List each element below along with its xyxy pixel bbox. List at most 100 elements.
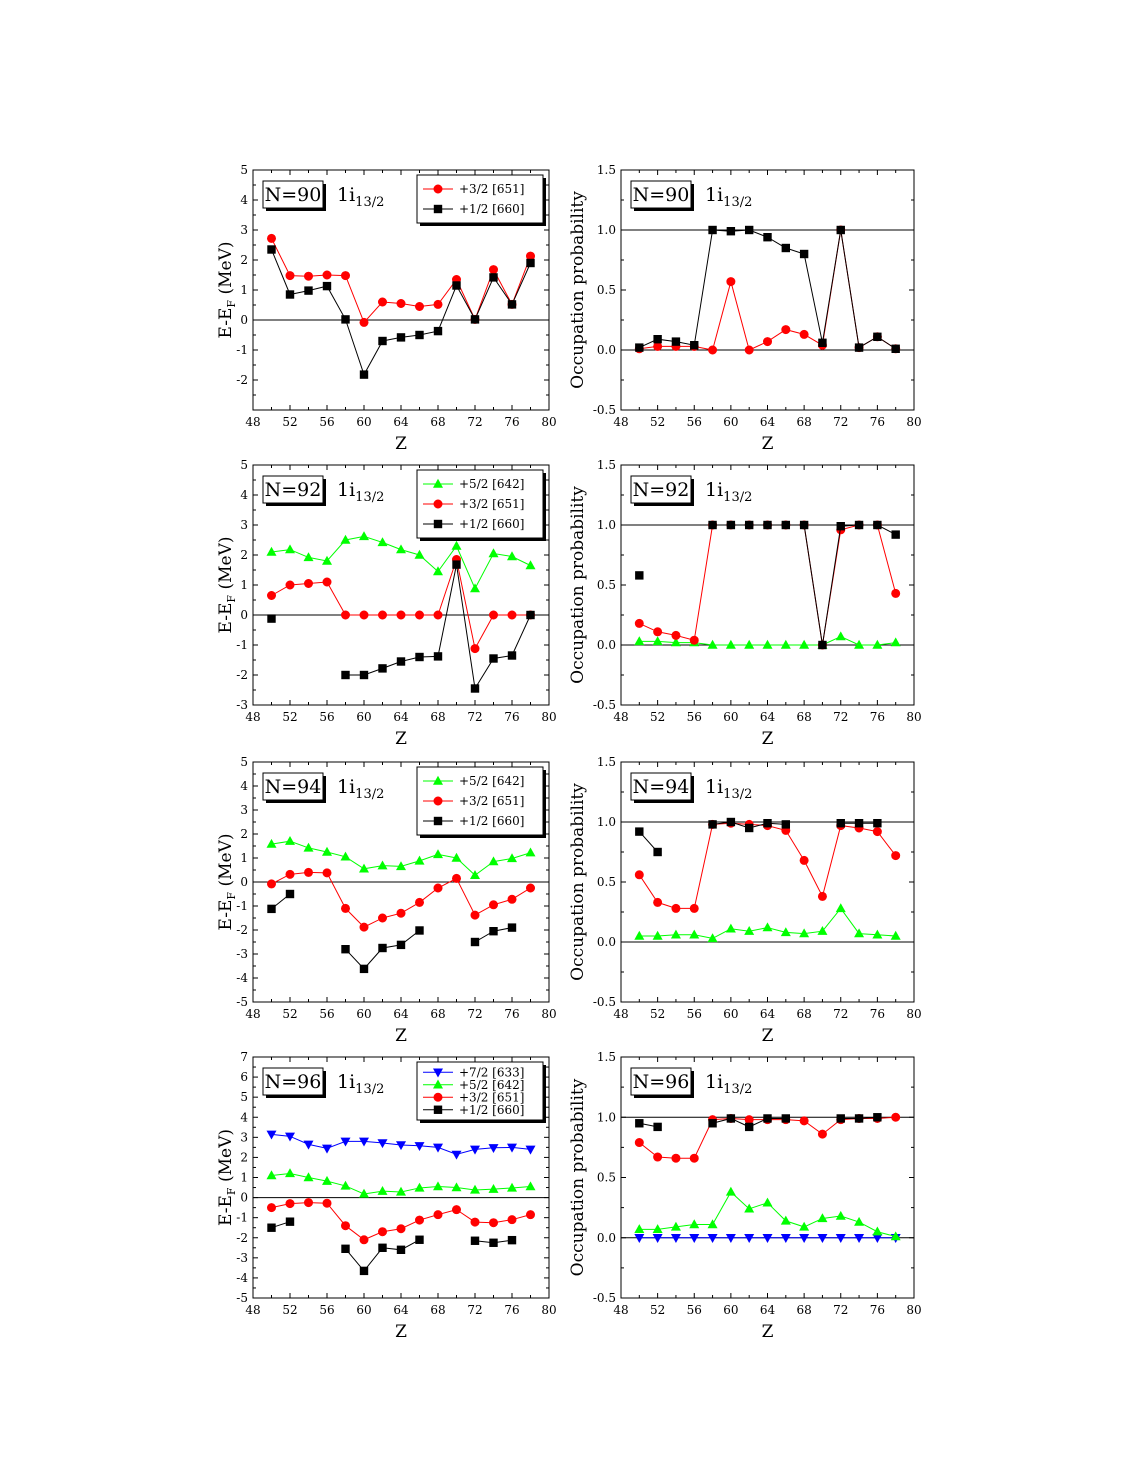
y-tick-label: 5 [240, 1090, 248, 1104]
data-point [359, 670, 369, 680]
data-point [359, 863, 369, 873]
data-point [671, 337, 681, 346]
x-tick-label: 52 [282, 710, 297, 724]
legend-marker [433, 499, 443, 509]
y-tick-label: 5 [240, 163, 248, 177]
data-point [378, 336, 387, 346]
data-point [340, 271, 350, 281]
data-point [726, 277, 736, 287]
data-point [781, 1114, 791, 1123]
x-tick-label: 68 [430, 1303, 445, 1317]
data-point [744, 823, 754, 833]
data-point [285, 1168, 295, 1178]
x-tick-label: 52 [282, 1007, 297, 1021]
x-axis-label: Z [395, 434, 407, 454]
y-tick-label: -5 [236, 1291, 248, 1305]
y-tick-label: 3 [240, 518, 248, 532]
legend-label: +3/2 [651] [459, 794, 524, 808]
legend-entry: +5/2 [642] [423, 774, 524, 788]
x-tick-label: 64 [393, 710, 409, 724]
data-point [526, 610, 535, 620]
data-point [780, 639, 791, 649]
data-point [763, 520, 772, 530]
data-point [891, 344, 900, 353]
data-point [726, 1114, 736, 1123]
data-point [799, 928, 810, 938]
data-point [266, 590, 276, 600]
y-axis-label: Occupation probability [568, 1078, 588, 1276]
data-point [689, 1234, 700, 1243]
x-tick-label: 48 [245, 710, 260, 724]
x-tick-label: 64 [760, 1303, 776, 1317]
data-point [671, 630, 681, 640]
data-point [341, 1244, 350, 1253]
data-point [303, 1140, 314, 1150]
data-point [396, 940, 406, 950]
data-point [267, 614, 276, 623]
data-point [322, 270, 332, 280]
data-point [817, 1234, 828, 1243]
x-tick-label: 68 [430, 415, 445, 429]
legend-marker [433, 775, 443, 785]
x-tick-label: 76 [870, 1303, 885, 1317]
y-tick-label: -4 [236, 971, 248, 985]
series-line [639, 524, 897, 646]
legend-label: +5/2 [642] [459, 774, 524, 788]
data-point [653, 897, 663, 907]
data-point [725, 1186, 736, 1196]
data-point [507, 551, 517, 561]
data-point [744, 639, 755, 649]
data-point [340, 1180, 351, 1190]
x-tick-label: 56 [319, 1303, 334, 1317]
data-point [744, 926, 755, 935]
y-tick-label: 2 [240, 827, 248, 841]
data-point [891, 851, 901, 861]
data-point [489, 1238, 498, 1247]
y-tick-label: 1.0 [597, 815, 616, 829]
legend-box [416, 174, 544, 224]
data-point [340, 534, 351, 544]
y-axis-label: E-EF (MeV) [216, 1129, 238, 1226]
data-point [836, 225, 845, 235]
data-point [433, 566, 443, 576]
series--5-2-642- [266, 1168, 536, 1198]
data-point [303, 1198, 313, 1208]
data-point [285, 271, 295, 281]
data-point [708, 1119, 717, 1128]
data-point [873, 819, 882, 828]
x-axis-label: Z [395, 729, 407, 749]
x-tick-label: 48 [245, 1303, 260, 1317]
y-tick-label: 7 [240, 1050, 248, 1064]
data-point [359, 317, 369, 327]
panel-label-box [262, 1067, 324, 1096]
x-tick-label: 48 [613, 710, 628, 724]
data-point [726, 817, 736, 827]
series--1-2-660- [267, 1217, 517, 1276]
data-point [507, 610, 517, 620]
y-tick-label: -2 [236, 373, 248, 387]
series--1-2-660- [635, 1113, 882, 1132]
data-point [451, 1205, 461, 1215]
data-point [266, 1130, 277, 1140]
data-point [818, 640, 827, 650]
x-tick-label: 56 [687, 710, 702, 724]
data-point [488, 856, 499, 866]
data-point [341, 315, 350, 324]
data-point [670, 1221, 681, 1231]
data-point [872, 1226, 883, 1236]
y-axis-label: Occupation probability [568, 191, 588, 389]
x-tick-label: 76 [870, 710, 885, 724]
x-tick-label: 60 [356, 710, 371, 724]
legend-marker [433, 1068, 443, 1078]
y-tick-label: -3 [236, 698, 248, 712]
data-point [799, 855, 809, 865]
data-point [817, 1213, 828, 1223]
data-point [890, 930, 901, 940]
data-point [891, 530, 900, 539]
y-tick-label: 1.0 [597, 223, 616, 237]
data-point [377, 610, 387, 620]
x-tick-label: 52 [650, 1007, 665, 1021]
data-point [854, 520, 864, 530]
data-point [780, 1234, 791, 1243]
legend-marker [433, 184, 443, 194]
